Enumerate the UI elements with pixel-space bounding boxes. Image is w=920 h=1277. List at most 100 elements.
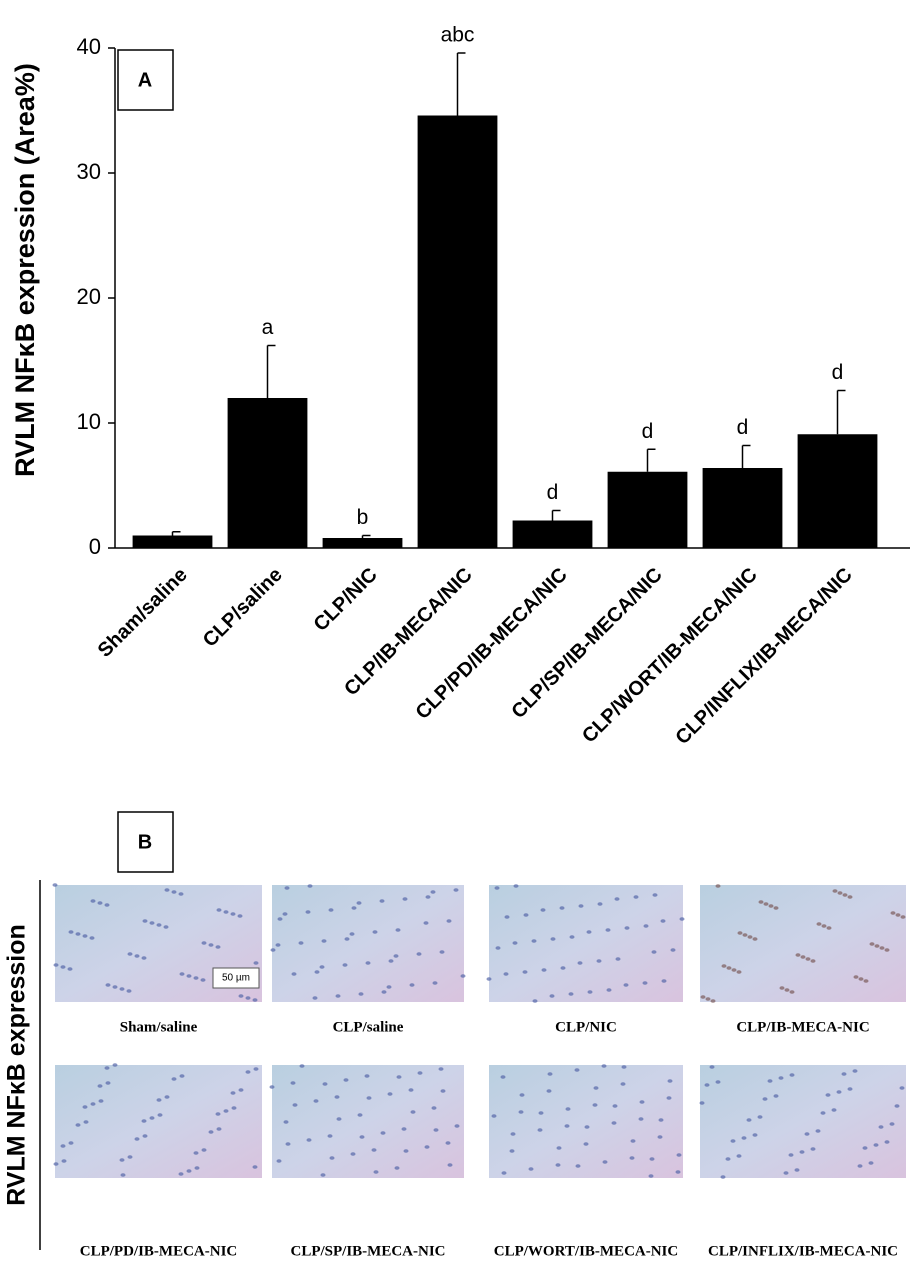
bar	[512, 520, 593, 548]
cell-nucleus	[126, 989, 132, 993]
cell-nucleus	[215, 945, 221, 949]
cell-nucleus	[789, 1073, 795, 1077]
cell-nucleus	[559, 906, 565, 910]
cell-nucleus	[531, 939, 537, 943]
cell-nucleus	[410, 1110, 416, 1114]
cell-nucleus	[726, 966, 732, 970]
cell-nucleus	[394, 1166, 400, 1170]
cell-nucleus	[519, 1093, 525, 1097]
image-caption: CLP/PD/IB-MECA-NIC	[80, 1243, 238, 1259]
cell-nucleus	[238, 1088, 244, 1092]
x-tick-label: CLP/NIC	[310, 564, 382, 636]
cell-nucleus	[837, 891, 843, 895]
cell-nucleus	[649, 1157, 655, 1161]
cell-nucleus	[134, 1137, 140, 1141]
cell-nucleus	[186, 974, 192, 978]
significance-label: d	[832, 361, 844, 384]
panel-label: B	[138, 831, 152, 853]
cell-nucleus	[568, 992, 574, 996]
cell-nucleus	[660, 919, 666, 923]
cell-nucleus	[857, 1164, 863, 1168]
cell-nucleus	[629, 1156, 635, 1160]
cell-nucleus	[104, 1066, 110, 1070]
cell-nucleus	[193, 976, 199, 980]
cell-nucleus	[178, 892, 184, 896]
cell-nucleus	[223, 1109, 229, 1113]
cell-nucleus	[178, 1172, 184, 1176]
cell-nucleus	[453, 888, 459, 892]
cell-nucleus	[651, 950, 657, 954]
cell-nucleus	[334, 1095, 340, 1099]
cell-nucleus	[149, 921, 155, 925]
cell-nucleus	[200, 978, 206, 982]
cell-nucleus	[503, 972, 509, 976]
cell-nucleus	[889, 1122, 895, 1126]
panel-label-box	[117, 49, 174, 111]
cell-nucleus	[231, 1106, 237, 1110]
cell-nucleus	[494, 886, 500, 890]
cell-nucleus	[366, 1096, 372, 1100]
scale-bar-box	[212, 967, 260, 989]
cell-nucleus	[112, 1063, 118, 1067]
cell-nucleus	[105, 1081, 111, 1085]
y-tick-label: 40	[77, 34, 101, 59]
cell-nucleus	[742, 933, 748, 937]
bar	[227, 398, 308, 548]
cell-nucleus	[741, 1136, 747, 1140]
cell-nucleus	[97, 901, 103, 905]
cell-nucleus	[869, 942, 875, 946]
cell-nucleus	[312, 996, 318, 1000]
bar	[702, 468, 783, 548]
cell-nucleus	[602, 1160, 608, 1164]
cell-nucleus	[831, 1108, 837, 1112]
cell-nucleus	[291, 972, 297, 976]
cell-nucleus	[873, 1143, 879, 1147]
cell-nucleus	[445, 1141, 451, 1145]
cell-nucleus	[380, 1131, 386, 1135]
cell-nucleus	[810, 1147, 816, 1151]
cell-nucleus	[501, 1171, 507, 1175]
cell-nucleus	[858, 977, 864, 981]
cell-nucleus	[731, 968, 737, 972]
cell-nucleus	[53, 1162, 59, 1166]
cell-nucleus	[245, 996, 251, 1000]
cell-nucleus	[387, 1092, 393, 1096]
cell-nucleus	[120, 1173, 126, 1177]
cell-nucleus	[416, 952, 422, 956]
y-tick-label: 30	[77, 159, 101, 184]
cell-nucleus	[547, 1072, 553, 1076]
cell-nucleus	[402, 897, 408, 901]
cell-nucleus	[532, 999, 538, 1003]
cell-nucleus	[60, 1144, 66, 1148]
cell-nucleus	[425, 895, 431, 899]
cell-nucleus	[884, 1140, 890, 1144]
cell-nucleus	[541, 968, 547, 972]
cell-nucleus	[538, 1111, 544, 1115]
cell-nucleus	[356, 901, 362, 905]
cell-nucleus	[82, 934, 88, 938]
cell-nucleus	[127, 952, 133, 956]
cell-nucleus	[565, 1107, 571, 1111]
cell-nucleus	[528, 1167, 534, 1171]
cell-nucleus	[127, 1155, 133, 1159]
cell-nucleus	[230, 912, 236, 916]
cell-nucleus	[282, 912, 288, 916]
cell-nucleus	[658, 1118, 664, 1122]
cell-nucleus	[699, 1101, 705, 1105]
cell-nucleus	[336, 1117, 342, 1121]
panel-label: A	[138, 69, 152, 91]
cell-nucleus	[403, 1149, 409, 1153]
cell-nucleus	[186, 1169, 192, 1173]
cell-nucleus	[615, 957, 621, 961]
cell-nucleus	[575, 1164, 581, 1168]
cell-nucleus	[67, 967, 73, 971]
cell-nucleus	[853, 975, 859, 979]
x-tick-label: CLP/INFLIX/IB-MECA/NIC	[672, 564, 857, 749]
cell-nucleus	[564, 1124, 570, 1128]
cell-nucleus	[879, 946, 885, 950]
image-caption: CLP/saline	[333, 1019, 404, 1035]
cell-nucleus	[747, 935, 753, 939]
cell-nucleus	[863, 979, 869, 983]
image-caption: Sham/saline	[120, 1019, 198, 1035]
cell-nucleus	[710, 999, 716, 1003]
